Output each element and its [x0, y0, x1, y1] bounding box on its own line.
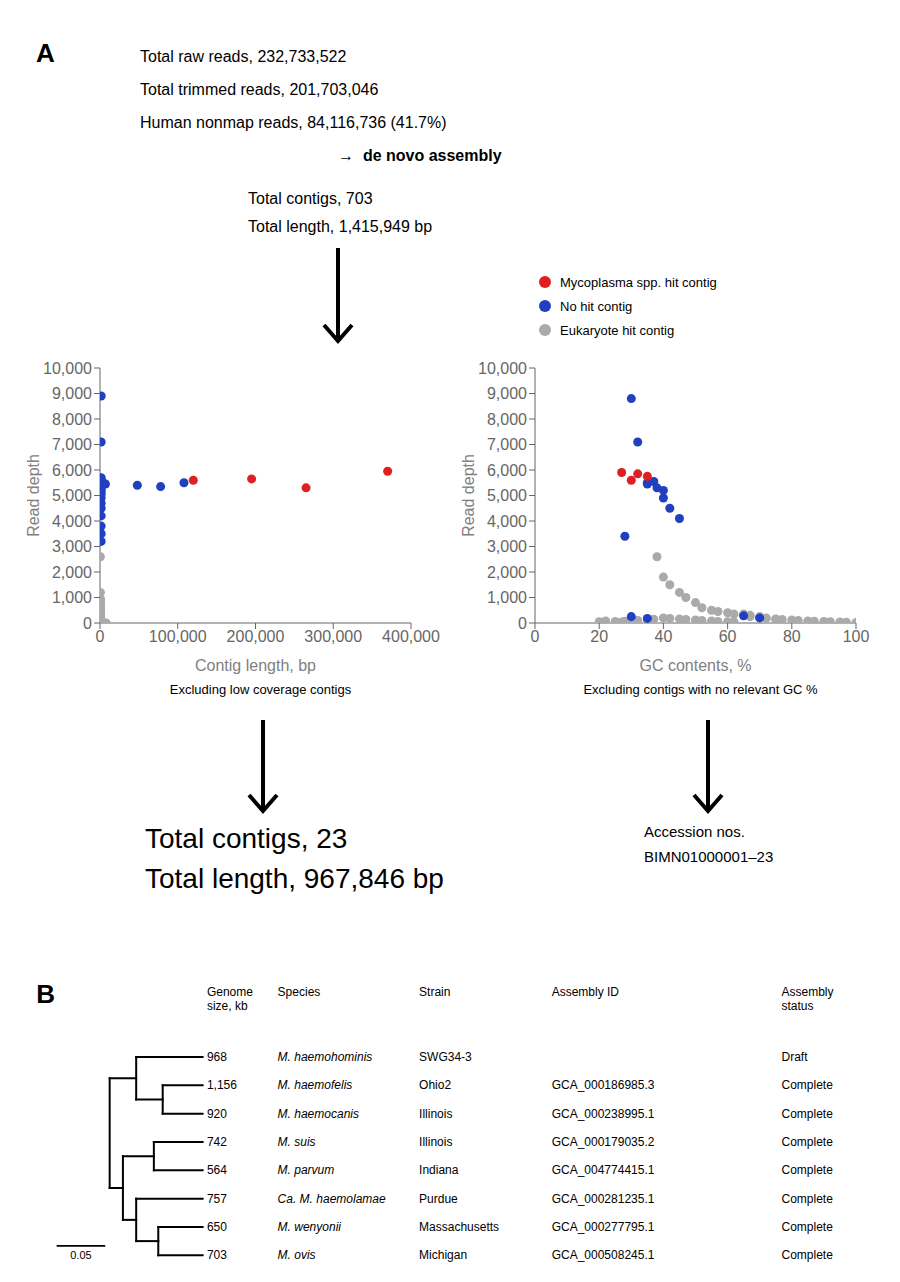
svg-text:7,000: 7,000	[487, 436, 527, 453]
html-text:Eukaryote hit contig: Eukaryote hit contig	[560, 322, 675, 338]
html-text:M. wenyonii: M. wenyonii	[277, 1219, 341, 1234]
html-text:Michigan: Michigan	[419, 1248, 468, 1263]
html-text:→ de novo assembly: → de novo assembly	[338, 147, 502, 164]
html-text:Mycoplasma spp. hit contig: Mycoplasma spp. hit contig	[560, 274, 717, 290]
html-text:M. haemocanis: M. haemocanis	[277, 1106, 359, 1121]
svg-text:3,000: 3,000	[487, 538, 527, 555]
svg-text:2,000: 2,000	[487, 564, 527, 581]
html-text:Total trimmed reads, 201,703,0: Total trimmed reads, 201,703,046	[140, 81, 379, 98]
svg-text:3,000: 3,000	[52, 538, 92, 555]
html-text:703: 703	[206, 1248, 227, 1263]
svg-text:2,000: 2,000	[52, 564, 92, 581]
html-text:Species: Species	[277, 984, 321, 999]
html-text:Complete: Complete	[781, 1135, 833, 1149]
html-text:Ca. M. haemolamae: Ca. M. haemolamae	[277, 1191, 386, 1206]
html-text:M. haemofelis: M. haemofelis	[277, 1078, 353, 1093]
svg-text:7,000: 7,000	[52, 436, 92, 453]
html-text:Total length, 967,846 bp: Total length, 967,846 bp	[145, 863, 444, 894]
html-text:Illinois: Illinois	[419, 1106, 453, 1121]
svg-text:8,000: 8,000	[52, 411, 92, 428]
html-text:Draft: Draft	[781, 1050, 808, 1064]
html-text:Complete: Complete	[781, 1163, 833, 1178]
svg-text:0: 0	[531, 628, 540, 645]
html-text:BIMN01000001–23: BIMN01000001–23	[644, 848, 774, 865]
html-text:GCA_000508245.1: GCA_000508245.1	[551, 1248, 655, 1263]
html-text:GCA_000277795.1: GCA_000277795.1	[551, 1219, 655, 1234]
html-text:Total raw reads, 232,733,522: Total raw reads, 232,733,522	[140, 48, 347, 65]
html-text:Assembly status: Assembly status	[781, 984, 834, 1013]
html-text:B: B	[36, 978, 56, 1009]
svg-text:300,000: 300,000	[304, 628, 362, 645]
html-text:Complete: Complete	[781, 1248, 833, 1263]
svg-text:Read depth: Read depth	[460, 454, 477, 537]
svg-text:5,000: 5,000	[52, 487, 92, 504]
html-text:Purdue: Purdue	[419, 1191, 458, 1206]
html-text:Complete: Complete	[781, 1106, 833, 1121]
svg-text:80: 80	[783, 628, 801, 645]
html-text:Total contigs, 23: Total contigs, 23	[145, 823, 348, 854]
html-text:757: 757	[206, 1191, 227, 1206]
html-text:GCA_004774415.1: GCA_004774415.1	[551, 1163, 655, 1178]
html-text:742: 742	[206, 1135, 227, 1149]
html-text:Total length, 1,415,949 bp: Total length, 1,415,949 bp	[248, 218, 433, 235]
html-text:0.05: 0.05	[70, 1248, 92, 1261]
svg-text:9,000: 9,000	[487, 385, 527, 402]
html-text:Massachusetts: Massachusetts	[419, 1219, 500, 1234]
svg-text:60: 60	[719, 628, 737, 645]
svg-text:100,000: 100,000	[149, 628, 207, 645]
html-text:Total contigs, 703: Total contigs, 703	[248, 190, 373, 207]
html-text:M. ovis: M. ovis	[277, 1248, 316, 1263]
html-text:M. suis: M. suis	[277, 1135, 316, 1149]
html-text:Human nonmap reads, 84,116,736: Human nonmap reads, 84,116,736 (41.7%)	[140, 114, 447, 131]
html-text:Strain: Strain	[419, 984, 451, 999]
svg-text:10,000: 10,000	[478, 360, 527, 377]
html-text:GCA_000179035.2: GCA_000179035.2	[551, 1135, 655, 1149]
svg-text:4,000: 4,000	[487, 513, 527, 530]
svg-text:Contig length, bp: Contig length, bp	[195, 657, 316, 674]
html-text:GCA_000186985.3: GCA_000186985.3	[551, 1078, 655, 1093]
svg-text:4,000: 4,000	[52, 513, 92, 530]
html-text:GCA_000238995.1: GCA_000238995.1	[551, 1106, 655, 1121]
html-text:564: 564	[206, 1163, 227, 1178]
svg-text:5,000: 5,000	[487, 487, 527, 504]
html-text:968: 968	[206, 1050, 227, 1064]
svg-text:100: 100	[843, 628, 870, 645]
html-text:Accession nos.: Accession nos.	[644, 823, 745, 840]
svg-text:6,000: 6,000	[487, 462, 527, 479]
html-text:GCA_000281235.1: GCA_000281235.1	[551, 1191, 655, 1206]
svg-text:10,000: 10,000	[43, 360, 92, 377]
svg-text:Read depth: Read depth	[25, 454, 42, 537]
svg-text:GC contents, %: GC contents, %	[639, 657, 751, 674]
svg-text:1,000: 1,000	[52, 589, 92, 606]
html-text:650: 650	[206, 1219, 227, 1234]
svg-text:8,000: 8,000	[487, 411, 527, 428]
html-text:Complete: Complete	[781, 1191, 833, 1206]
html-text:Ohio2: Ohio2	[419, 1078, 452, 1093]
svg-text:40: 40	[655, 628, 673, 645]
html-text:Excluding low coverage contigs: Excluding low coverage contigs	[169, 682, 352, 697]
html-text:SWG34-3: SWG34-3	[419, 1050, 472, 1064]
html-text:Complete: Complete	[781, 1219, 833, 1234]
html-text:Excluding contigs with no rele: Excluding contigs with no relevant GC %	[583, 682, 818, 697]
svg-text:400,000: 400,000	[382, 628, 440, 645]
html-text:Genome size, kb: Genome size, kb	[206, 984, 253, 1013]
html-text:M. parvum: M. parvum	[277, 1163, 335, 1178]
svg-text:9,000: 9,000	[52, 385, 92, 402]
svg-text:200,000: 200,000	[227, 628, 285, 645]
svg-text:0: 0	[96, 628, 105, 645]
html-text:Illinois: Illinois	[419, 1135, 453, 1149]
svg-text:0: 0	[518, 615, 527, 632]
html-text:920: 920	[206, 1106, 227, 1121]
html-text:1,156: 1,156	[206, 1078, 237, 1093]
html-text:No hit contig: No hit contig	[560, 298, 633, 314]
html-text:Assembly ID: Assembly ID	[551, 984, 619, 999]
html-text:Indiana: Indiana	[419, 1163, 459, 1178]
html-text:Complete: Complete	[781, 1078, 833, 1093]
svg-text:1,000: 1,000	[487, 589, 527, 606]
html-text:A: A	[36, 38, 55, 68]
html-text:M. haemohominis: M. haemohominis	[277, 1050, 373, 1064]
svg-text:6,000: 6,000	[52, 462, 92, 479]
svg-text:0: 0	[83, 615, 92, 632]
svg-text:20: 20	[590, 628, 608, 645]
